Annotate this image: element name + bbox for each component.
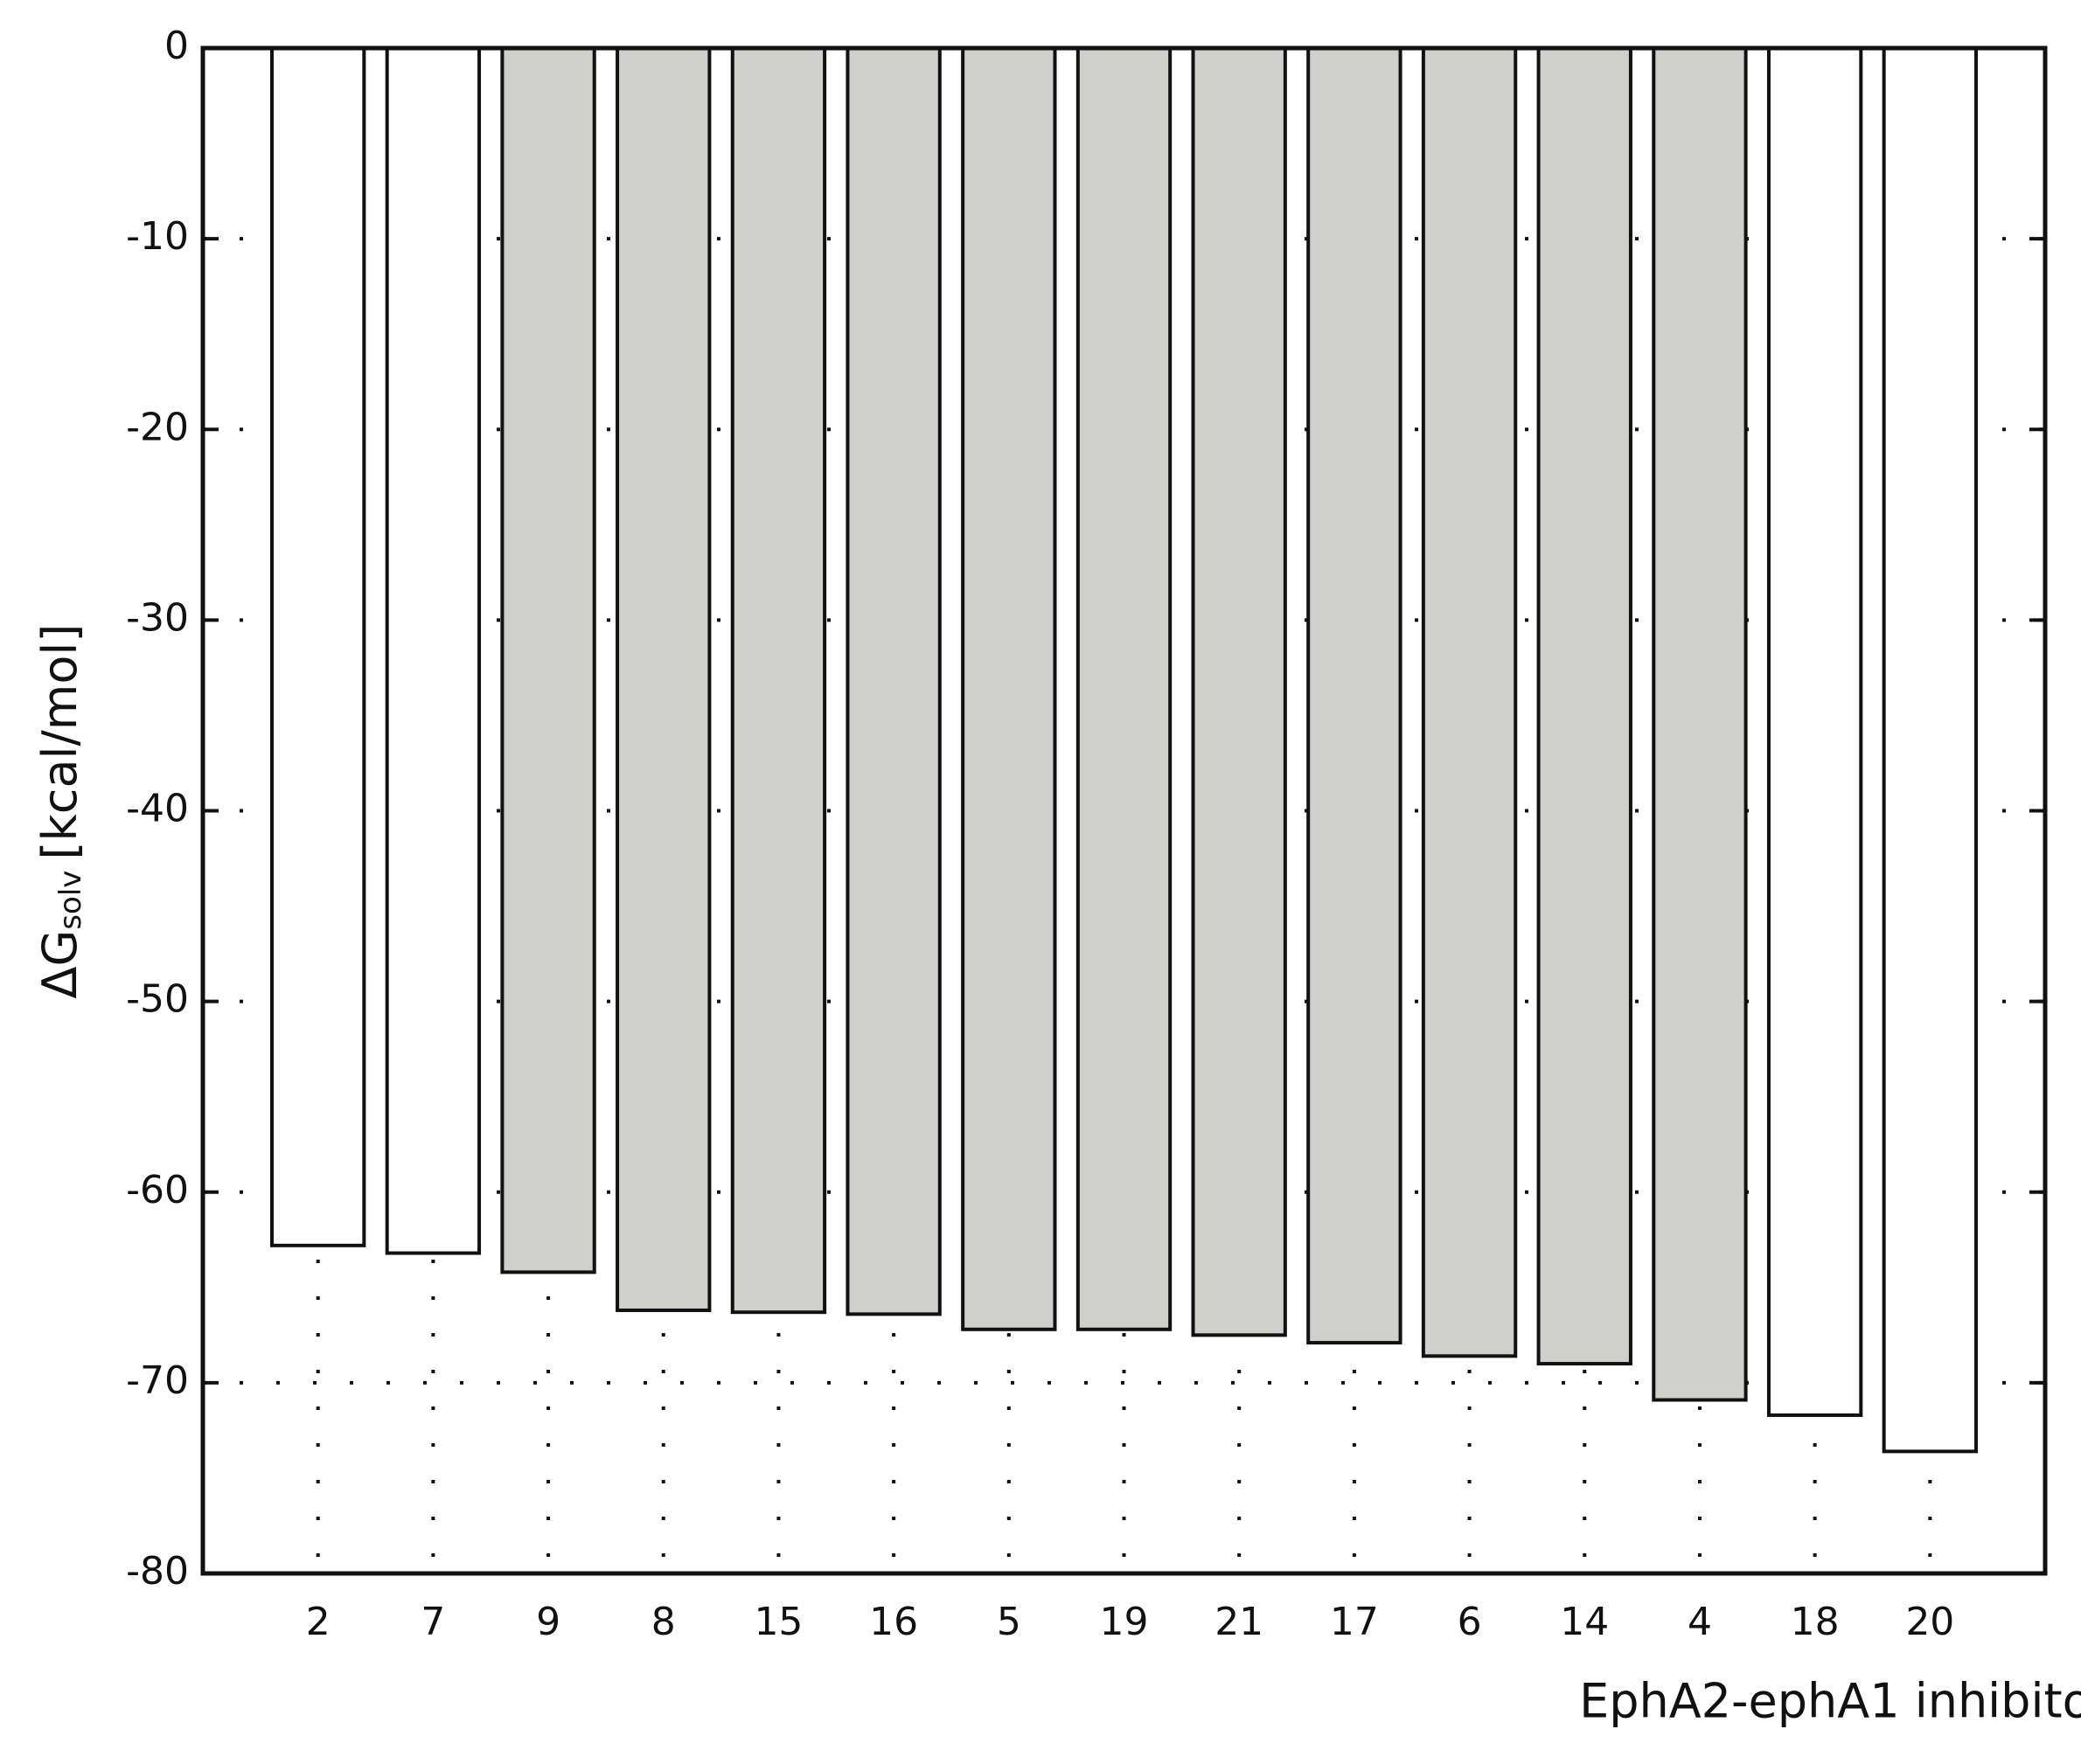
y-tick-label: -20 — [126, 405, 189, 449]
y-tick-label: -50 — [126, 977, 189, 1022]
bar — [1191, 46, 1287, 1337]
x-tick-label: 19 — [1100, 1600, 1149, 1644]
bar — [1306, 46, 1402, 1345]
x-tick-label: 18 — [1791, 1600, 1840, 1644]
bar — [846, 46, 942, 1316]
y-title-unit: [kcal/mol] — [32, 624, 87, 860]
x-tick-label: 16 — [869, 1600, 918, 1644]
bar — [730, 46, 827, 1315]
x-tick-label: 15 — [754, 1600, 803, 1644]
x-tick-label: 2 — [306, 1600, 331, 1644]
plot-frame — [200, 45, 2048, 1576]
bar — [385, 46, 482, 1255]
x-tick-label: 7 — [421, 1600, 445, 1644]
y-title-sub: solv — [53, 871, 88, 930]
x-tick-label: 8 — [651, 1600, 676, 1644]
bar — [500, 46, 596, 1274]
bar — [1536, 46, 1632, 1366]
bar — [1421, 46, 1518, 1358]
y-title-main: ΔG — [32, 930, 87, 999]
x-tick-label: 20 — [1905, 1600, 1954, 1644]
x-tick-label: 9 — [536, 1600, 560, 1644]
x-tick-label: 6 — [1458, 1600, 1482, 1644]
y-tick-label: -60 — [126, 1168, 189, 1212]
y-tick-label: -30 — [126, 595, 189, 640]
x-tick-label: 17 — [1330, 1600, 1379, 1644]
y-tick-label: -80 — [126, 1549, 189, 1594]
bar — [616, 46, 712, 1312]
x-tick-label: 21 — [1214, 1600, 1263, 1644]
x-tick-label: 14 — [1560, 1600, 1609, 1644]
x-axis-title: EphA2-ephA1 inhibitor — [1579, 1674, 2081, 1729]
bar — [1766, 46, 1863, 1417]
x-tick-label: 4 — [1688, 1600, 1712, 1644]
y-tick-label: -10 — [126, 214, 189, 259]
bar — [270, 46, 366, 1247]
y-tick-label: 0 — [164, 24, 189, 68]
bar — [961, 46, 1057, 1331]
x-tick-label: 5 — [997, 1600, 1021, 1644]
bar — [1882, 46, 1978, 1454]
bar — [1652, 46, 1748, 1402]
y-tick-label: -70 — [126, 1358, 189, 1403]
y-tick-label: -40 — [126, 787, 189, 831]
y-axis-title: ΔGsolv [kcal/mol] — [32, 624, 88, 999]
bar — [1075, 46, 1173, 1331]
